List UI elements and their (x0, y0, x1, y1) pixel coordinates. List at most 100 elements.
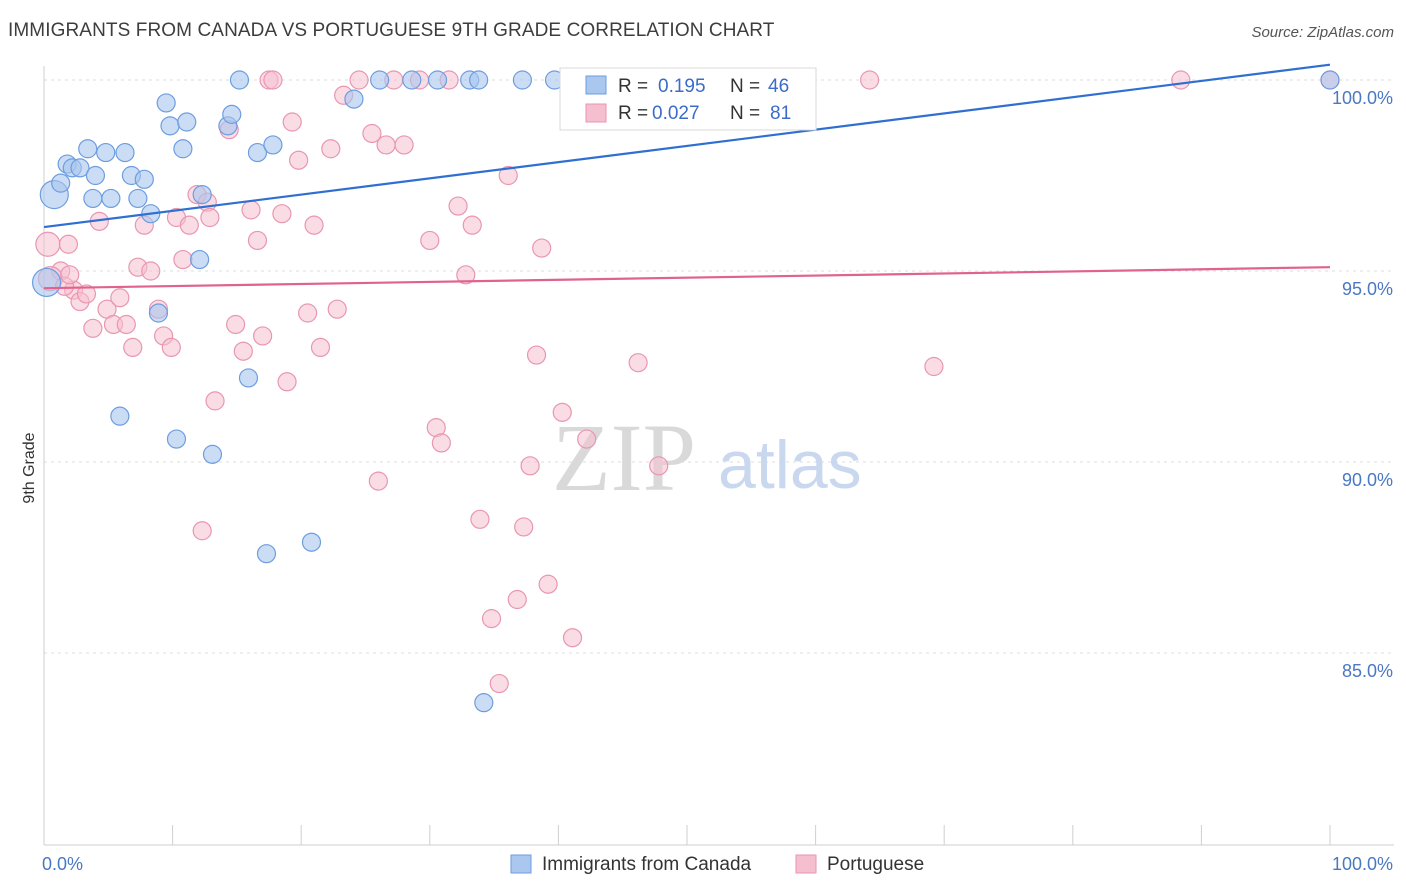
portuguese-point-5 (76, 284, 97, 304)
portuguese-point-40 (310, 337, 331, 357)
canada-point-11 (115, 142, 135, 163)
portuguese-point-60 (489, 673, 509, 694)
legend-label-portuguese: Portuguese (827, 854, 924, 875)
legend-swatch-portuguese (795, 854, 817, 874)
canada-point-6 (78, 139, 98, 159)
canada-point-19 (173, 139, 193, 159)
y-tick-label-3: 85.0% (1342, 661, 1393, 681)
portuguese-point-62 (507, 589, 527, 610)
portuguese-point-24 (200, 207, 220, 228)
portuguese-point-58 (470, 509, 490, 529)
canada-points (31, 70, 1340, 713)
canada-point-37 (469, 70, 489, 90)
canada-point-46 (110, 406, 130, 426)
portuguese-point-38 (298, 303, 318, 323)
y-tick-label-2: 90.0% (1342, 470, 1393, 490)
series-legend: Immigrants from Canada Portuguese (510, 854, 924, 875)
portuguese-point-30 (247, 230, 268, 251)
canada-point-26 (229, 70, 250, 90)
y-tick-labels: 100.0% 95.0% 90.0% 85.0% (1332, 88, 1393, 681)
portuguese-point-61 (498, 165, 518, 186)
canada-point-18 (160, 116, 180, 136)
portuguese-point-36 (282, 112, 302, 132)
legend-swatch-canada (510, 854, 532, 874)
portuguese-point-51 (420, 230, 440, 251)
canada-point-45 (1320, 70, 1340, 90)
portuguese-point-27 (226, 314, 246, 335)
y-tick-label-0: 100.0% (1332, 88, 1393, 108)
watermark-zip: ZIP (552, 404, 696, 511)
canada-point-30 (263, 135, 283, 155)
portuguese-point-25 (205, 391, 225, 411)
x-tick-label-1: 100.0% (1332, 854, 1393, 874)
canada-point-27 (238, 368, 259, 388)
portuguese-point-44 (349, 70, 369, 90)
portuguese-point-66 (532, 238, 552, 258)
portuguese-point-34 (272, 204, 292, 224)
portuguese-point-75 (1171, 70, 1191, 90)
portuguese-point-31 (253, 326, 273, 346)
portuguese-point-12 (123, 337, 143, 357)
portuguese-point-20 (173, 249, 193, 270)
portuguese-point-18 (161, 337, 181, 357)
portuguese-point-69 (562, 628, 583, 648)
portuguese-point-21 (179, 215, 199, 235)
canada-point-5 (70, 158, 90, 178)
portuguese-point-68 (552, 402, 572, 422)
portuguese-point-39 (304, 215, 324, 235)
canada-point-10 (101, 188, 121, 209)
portuguese-point-37 (289, 150, 309, 170)
canada-point-29 (256, 544, 277, 564)
portuguese-point-35 (277, 372, 297, 392)
portuguese-point-71 (628, 353, 648, 373)
portuguese-point-65 (526, 345, 547, 365)
canada-point-31 (301, 532, 322, 552)
portuguese-point-46 (368, 471, 388, 491)
portuguese-point-2 (58, 234, 79, 254)
legend-label-canada: Immigrants from Canada (542, 854, 752, 875)
portuguese-point-29 (241, 200, 261, 220)
canada-point-33 (370, 70, 390, 90)
canada-point-7 (85, 165, 106, 186)
portuguese-point-6 (83, 318, 103, 338)
canada-point-14 (134, 169, 154, 189)
canada-point-23 (202, 444, 223, 464)
canada-point-38 (512, 70, 532, 90)
y-tick-label-1: 95.0% (1342, 279, 1393, 299)
portuguese-point-67 (538, 574, 558, 594)
canada-point-0 (31, 267, 62, 298)
source-label: Source: ZipAtlas.com (1251, 24, 1394, 41)
canada-point-13 (128, 188, 148, 209)
canada-point-9 (96, 142, 116, 163)
portuguese-point-41 (321, 139, 341, 159)
portuguese-point-28 (233, 341, 253, 361)
portuguese-point-59 (481, 609, 502, 629)
portuguese-point-45 (362, 123, 382, 144)
canada-point-47 (166, 429, 187, 449)
canada-point-17 (156, 93, 176, 113)
portuguese-point-11 (116, 314, 136, 335)
canada-point-28 (247, 142, 268, 163)
portuguese-trend-line (43, 266, 1331, 290)
portuguese-point-42 (327, 299, 347, 319)
canada-point-20 (177, 112, 197, 132)
portuguese-point-72 (649, 456, 669, 476)
stats-legend-swatch-portuguese (585, 103, 607, 123)
stats-legend-r-label-portuguese: R = (618, 103, 648, 124)
portuguese-point-55 (448, 196, 468, 216)
canada-point-21 (190, 249, 210, 270)
canada-point-25 (222, 104, 242, 124)
portuguese-point-57 (462, 215, 482, 235)
stats-legend-n-value-portuguese: 81 (770, 103, 791, 124)
portuguese-points (35, 70, 1340, 694)
portuguese-point-80 (60, 265, 80, 285)
portuguese-point-56 (456, 265, 476, 285)
canada-point-34 (402, 70, 422, 90)
canada-point-44 (474, 693, 494, 713)
portuguese-point-15 (141, 261, 161, 281)
portuguese-point-10 (110, 288, 130, 308)
watermark-atlas: atlas (718, 427, 862, 503)
canada-point-22 (192, 185, 212, 205)
portuguese-point-77 (192, 521, 212, 541)
stats-legend-n-label-canada: N = (730, 76, 760, 97)
